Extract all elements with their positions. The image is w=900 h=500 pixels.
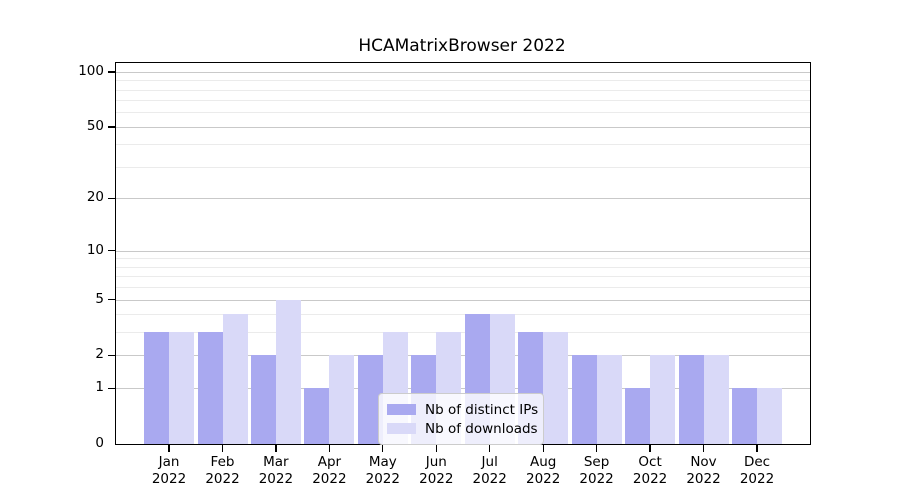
plot-area: Nb of distinct IPs Nb of downloads 0 1 2 5 1… (78, 62, 811, 487)
gridline-minor-80 (116, 89, 810, 91)
bar-downloads-aug (543, 332, 569, 444)
x-axis-tick-apr (328, 445, 331, 452)
legend-label-distinct-ips: Nb of distinct IPs (425, 401, 539, 418)
x-axis-tick-jun (435, 445, 437, 452)
y-axis-label-1: 1 (95, 379, 104, 396)
y-axis-label-0: 0 (95, 435, 104, 451)
y-axis-label-10: 10 (86, 241, 104, 258)
bar-downloads-mar (275, 299, 301, 444)
gridline-minor-8 (116, 266, 810, 268)
x-axis-label-nov: Nov 2022 (686, 454, 721, 488)
gridline-major-10 (116, 250, 810, 252)
x-axis-label-feb: Feb 2022 (205, 454, 240, 488)
bar-downloads-oct (650, 355, 676, 444)
legend-label-downloads: Nb of downloads (425, 420, 538, 437)
x-axis-tick-mar (275, 445, 277, 452)
bar-downloads-nov (703, 355, 729, 444)
x-axis-tick-sep (595, 445, 598, 452)
bar-downloads-jan (169, 332, 194, 444)
x-axis-tick-jan (168, 445, 170, 452)
y-axis-tick-20 (108, 197, 115, 200)
bar-downloads-apr (329, 355, 355, 444)
bar-distinct-ips-sep (571, 355, 597, 444)
bar-distinct-ips-nov (678, 355, 704, 444)
gridline-minor-9 (116, 258, 810, 260)
legend-item-downloads: Nb of downloads (387, 419, 538, 438)
y-axis-tick-5 (108, 299, 115, 301)
gridline-major-5 (116, 299, 810, 301)
bar-distinct-ips-feb (197, 332, 223, 444)
bar-downloads-feb (222, 314, 248, 444)
bar-distinct-ips-dec (732, 388, 757, 444)
gridline-minor-4 (116, 314, 810, 316)
x-axis-tick-jul (489, 445, 491, 452)
chart-title: HCAMatrixBrowser 2022 (358, 36, 566, 56)
y-axis-label-50: 50 (86, 117, 104, 134)
x-axis-tick-aug (542, 445, 544, 452)
x-axis-label-jun: Jun 2022 (419, 454, 454, 488)
x-axis-label-sep: Sep 2022 (579, 454, 614, 488)
gridline-minor-60 (116, 112, 810, 114)
bar-distinct-ips-mar (250, 355, 276, 444)
y-axis-label-20: 20 (86, 189, 104, 206)
x-axis-label-mar: Mar 2022 (258, 454, 294, 488)
x-axis-label-apr: Apr 2022 (312, 454, 347, 488)
gridline-minor-7 (116, 276, 810, 278)
bar-distinct-ips-jan (144, 332, 169, 444)
gridline-major-50 (116, 126, 810, 128)
gridline-minor-3 (116, 332, 810, 334)
x-axis-tick-nov (702, 445, 705, 452)
bar-downloads-dec (757, 388, 782, 444)
bar-distinct-ips-oct (625, 388, 651, 444)
y-axis-label-5: 5 (95, 290, 104, 307)
y-axis-tick-2 (108, 354, 115, 357)
x-axis-label-jan: Jan 2022 (151, 454, 187, 488)
legend: Nb of distinct IPs Nb of downloads (378, 393, 544, 445)
gridline-minor-6 (116, 287, 810, 288)
x-axis-tick-feb (221, 445, 224, 452)
x-axis-tick-oct (649, 445, 651, 452)
x-axis-label-oct: Oct 2022 (632, 454, 668, 488)
legend-item-distinct-ips: Nb of distinct IPs (387, 400, 539, 419)
y-axis-tick-10 (108, 250, 115, 252)
gridline-major-20 (116, 198, 810, 200)
y-axis-label-2: 2 (95, 346, 104, 363)
bar-distinct-ips-apr (304, 388, 330, 444)
gridline-minor-70 (116, 100, 810, 102)
y-axis-label-100: 100 (78, 62, 104, 79)
gridline-minor-90 (116, 80, 810, 82)
legend-swatch-downloads-icon (387, 423, 416, 434)
gridline-major-100 (116, 71, 810, 73)
x-axis-label-aug: Aug 2022 (526, 454, 561, 488)
y-axis-tick-100 (108, 71, 115, 73)
gridline-minor-40 (116, 144, 810, 146)
gridline-minor-30 (116, 167, 810, 168)
x-axis-label-dec: Dec 2022 (739, 454, 775, 488)
x-axis-tick-may (382, 445, 384, 452)
bar-downloads-sep (596, 355, 622, 444)
y-axis-tick-1 (108, 387, 115, 389)
x-axis-tick-dec (756, 445, 758, 452)
gridline-major-1 (116, 388, 810, 390)
y-axis-tick-50 (108, 126, 115, 128)
gridline-major-2 (116, 355, 810, 357)
x-axis-label-may: May 2022 (365, 454, 400, 488)
legend-swatch-distinct-ips-icon (387, 404, 416, 415)
x-axis-label-jul: Jul 2022 (472, 454, 507, 488)
